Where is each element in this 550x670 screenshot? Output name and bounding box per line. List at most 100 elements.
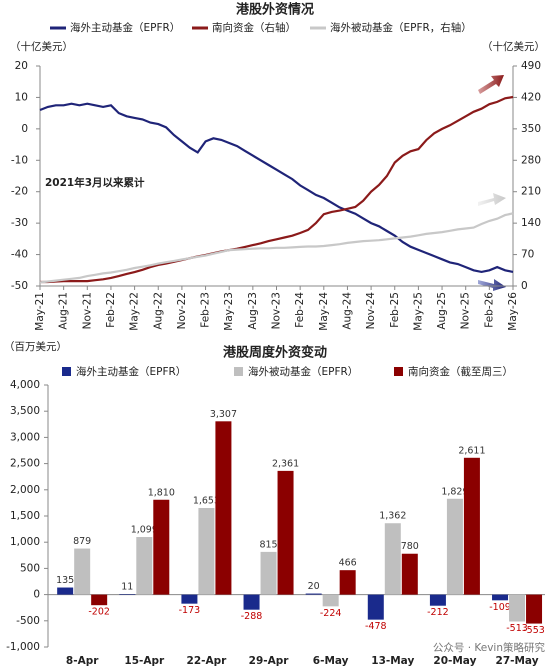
bar (153, 499, 170, 595)
y-tick-label: 3,000 (10, 431, 40, 443)
value-label: -513 (506, 623, 528, 634)
y-tick-label: 0 (33, 589, 40, 601)
x-tick-label: May-21 (34, 292, 46, 331)
value-label: 11 (121, 582, 133, 593)
series-line (39, 102, 514, 274)
legend-swatch (394, 367, 403, 376)
x-tick-label: 8-Apr (66, 655, 99, 667)
y2-tick-label: 70 (521, 249, 534, 261)
value-label: 879 (73, 536, 91, 547)
x-tick-label: Aug-23 (247, 292, 259, 330)
bar (322, 594, 339, 607)
x-tick-label: Nov-21 (81, 292, 93, 329)
bar (401, 553, 418, 595)
bar (367, 594, 384, 620)
y-tick-label: 1,000 (10, 536, 40, 548)
bar (305, 593, 322, 595)
value-label: 3,307 (210, 409, 237, 420)
trend-arrows (478, 75, 506, 291)
value-label: 1,810 (148, 487, 175, 498)
value-label: -478 (365, 621, 387, 632)
value-label: 2,611 (458, 445, 485, 456)
value-label: -288 (241, 611, 263, 622)
y2-axis-label: （十亿美元） (482, 40, 545, 53)
value-label: -173 (179, 605, 201, 616)
x-tick-label: May-22 (129, 292, 141, 331)
bar (260, 551, 277, 595)
bar (277, 470, 294, 595)
y-axis-label: （十亿美元） (10, 40, 73, 53)
y-tick-label: -50 (11, 280, 28, 292)
bar (492, 594, 509, 601)
legend-swatch (234, 367, 243, 376)
x-tick-label: Feb-26 (483, 292, 495, 328)
y-tick-label: 1,500 (10, 510, 40, 522)
y2-tick-label: 350 (521, 123, 541, 135)
y-tick-label: -10 (11, 154, 28, 166)
x-tick-label: 22-Apr (187, 655, 228, 667)
y-tick-label: 4,000 (10, 379, 40, 391)
x-tick-label: Feb-23 (200, 292, 212, 328)
x-tick-label: Nov-23 (271, 292, 283, 329)
y-tick-label: -20 (11, 186, 28, 198)
series-line (40, 95, 514, 284)
value-label: -109 (489, 602, 511, 613)
value-label: 780 (401, 541, 419, 552)
x-tick-label: 29-Apr (249, 655, 290, 667)
x-tick-label: May-25 (412, 292, 424, 331)
value-label: 2,361 (272, 458, 299, 469)
y2-tick-label: 420 (521, 91, 541, 103)
x-tick-label: 20-May (433, 655, 476, 667)
x-tick-label: Nov-25 (460, 292, 472, 329)
y-tick-label: 2,000 (10, 484, 40, 496)
y2-tick-label: 0 (521, 280, 528, 292)
x-tick-label: 27-May (496, 655, 539, 667)
x-tick-label: Nov-22 (176, 292, 188, 329)
y-tick-label: 20 (15, 60, 28, 72)
legend-label: 海外主动基金（EPFR） (76, 365, 186, 378)
x-tick-label: May-24 (318, 292, 330, 331)
arrow-up-red (478, 75, 504, 94)
y-tick-label: -1,000 (6, 641, 40, 653)
legend-label: 海外被动基金（EPFR，右轴） (330, 21, 472, 34)
legend-label: 海外被动基金（EPFR） (248, 365, 358, 378)
y-axis-label: （百万美元） (4, 340, 67, 353)
y-tick-label: 3,500 (10, 405, 40, 417)
bar (509, 594, 526, 622)
watermark: 公众号 · Kevin策略研究 (433, 641, 546, 654)
value-label: -212 (427, 607, 449, 618)
bar (446, 498, 463, 595)
value-label: 1,829 (441, 486, 468, 497)
value-label: -553 (523, 625, 545, 636)
bar (339, 570, 356, 595)
value-label: 135 (56, 575, 74, 586)
y-tick-label: -40 (11, 249, 28, 261)
arrow-down-blue (478, 279, 506, 291)
bar (526, 594, 543, 624)
bar (57, 587, 74, 595)
bar (463, 457, 480, 595)
value-label: -224 (320, 608, 342, 619)
y2-tick-label: 280 (521, 154, 541, 166)
bar (384, 523, 401, 595)
x-tick-label: Aug-22 (152, 292, 164, 330)
legend-label: 海外主动基金（EPFR） (70, 21, 180, 34)
bar (181, 594, 198, 604)
x-tick-label: 6-May (313, 655, 349, 667)
x-tick-label: Nov-24 (365, 292, 377, 330)
x-tick-label: May-26 (507, 292, 519, 331)
x-tick-label: Aug-24 (341, 292, 353, 330)
value-label: -202 (88, 607, 110, 618)
x-tick-label: 13-May (371, 655, 414, 667)
y-tick-label: 2,500 (10, 458, 40, 470)
x-tick-label: Feb-25 (389, 292, 401, 328)
y-tick-label: -500 (16, 615, 40, 627)
y2-tick-label: 140 (521, 217, 541, 229)
legend-label: 南向资金（截至周三） (408, 365, 513, 378)
bar (429, 594, 446, 606)
series-line (39, 212, 514, 284)
y-tick-label: 10 (15, 91, 28, 103)
arrow-up-gray (478, 193, 506, 206)
y-tick-label: 0 (21, 123, 28, 135)
